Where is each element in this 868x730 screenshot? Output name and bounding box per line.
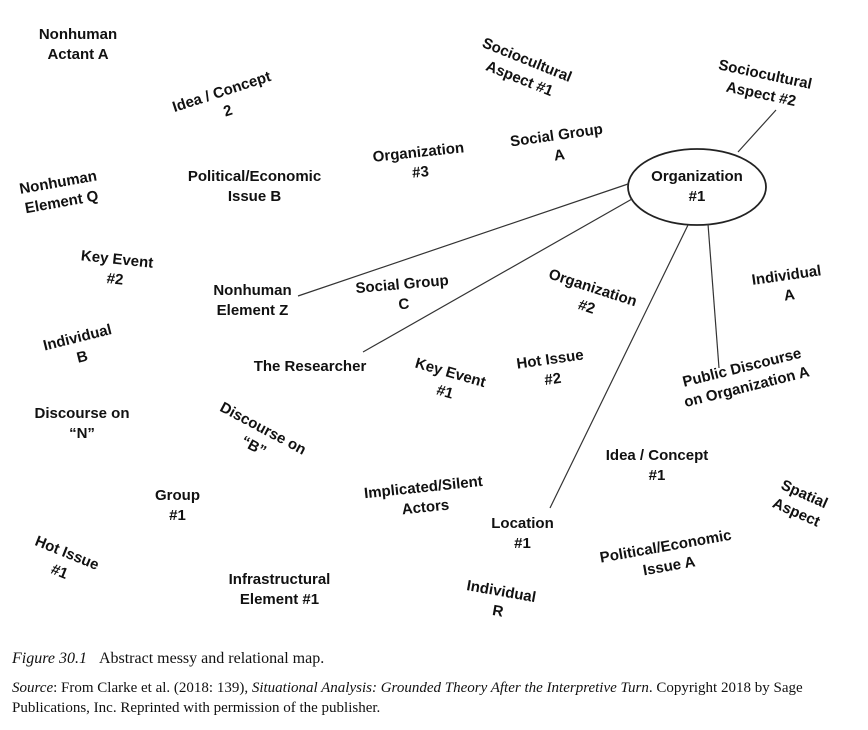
node-idea-concept-1: Idea / Concept #1 (605, 447, 709, 484)
figure-title: Abstract messy and relational map. (98, 650, 325, 667)
source-text-1: : From Clarke et al. (2018: 139), (53, 680, 252, 696)
node-political-economic-issue-b: Political/Economic Issue B (187, 168, 322, 205)
node-the-researcher: The Researcher (253, 358, 367, 375)
source-label: Source (12, 680, 54, 696)
edge-to-public-discourse (707, 223, 720, 369)
source-line: Source: From Clarke et al. (2018: 139), … (12, 678, 856, 718)
figure-number: Figure 30.1 (12, 650, 87, 667)
figure-title-line: Figure 30.1 Abstract messy and relational… (12, 650, 856, 668)
node-group-1: Group #1 (155, 487, 200, 524)
relation-lines (297, 109, 777, 509)
node-location-1: Location #1 (491, 515, 554, 552)
node-nonhuman-element-z: Nonhuman Element Z (213, 282, 292, 319)
center-node-label: Organization #1 (651, 168, 743, 205)
node-infrastructural-element-1: Infrastructural Element #1 (228, 571, 331, 608)
source-text-2: . Copyright 2018 by Sage Publications, I… (12, 680, 803, 716)
relational-map: Organization #1 Nonhuman Actant A Idea /… (18, 26, 830, 621)
edge-to-location-1 (549, 224, 689, 509)
figure-caption: Figure 30.1 Abstract messy and relational… (12, 650, 856, 718)
center-node-ellipse (627, 148, 767, 226)
edge-to-sociocultural-aspect-2 (737, 109, 777, 153)
node-discourse-on-n: Discourse on “N” (34, 405, 130, 442)
node-nonhuman-actant-a: Nonhuman Actant A (38, 26, 118, 63)
source-book-title: Situational Analysis: Grounded Theory Af… (251, 680, 649, 696)
edge-to-nonhuman-element-z (297, 183, 629, 297)
edge-to-the-researcher (362, 198, 633, 353)
